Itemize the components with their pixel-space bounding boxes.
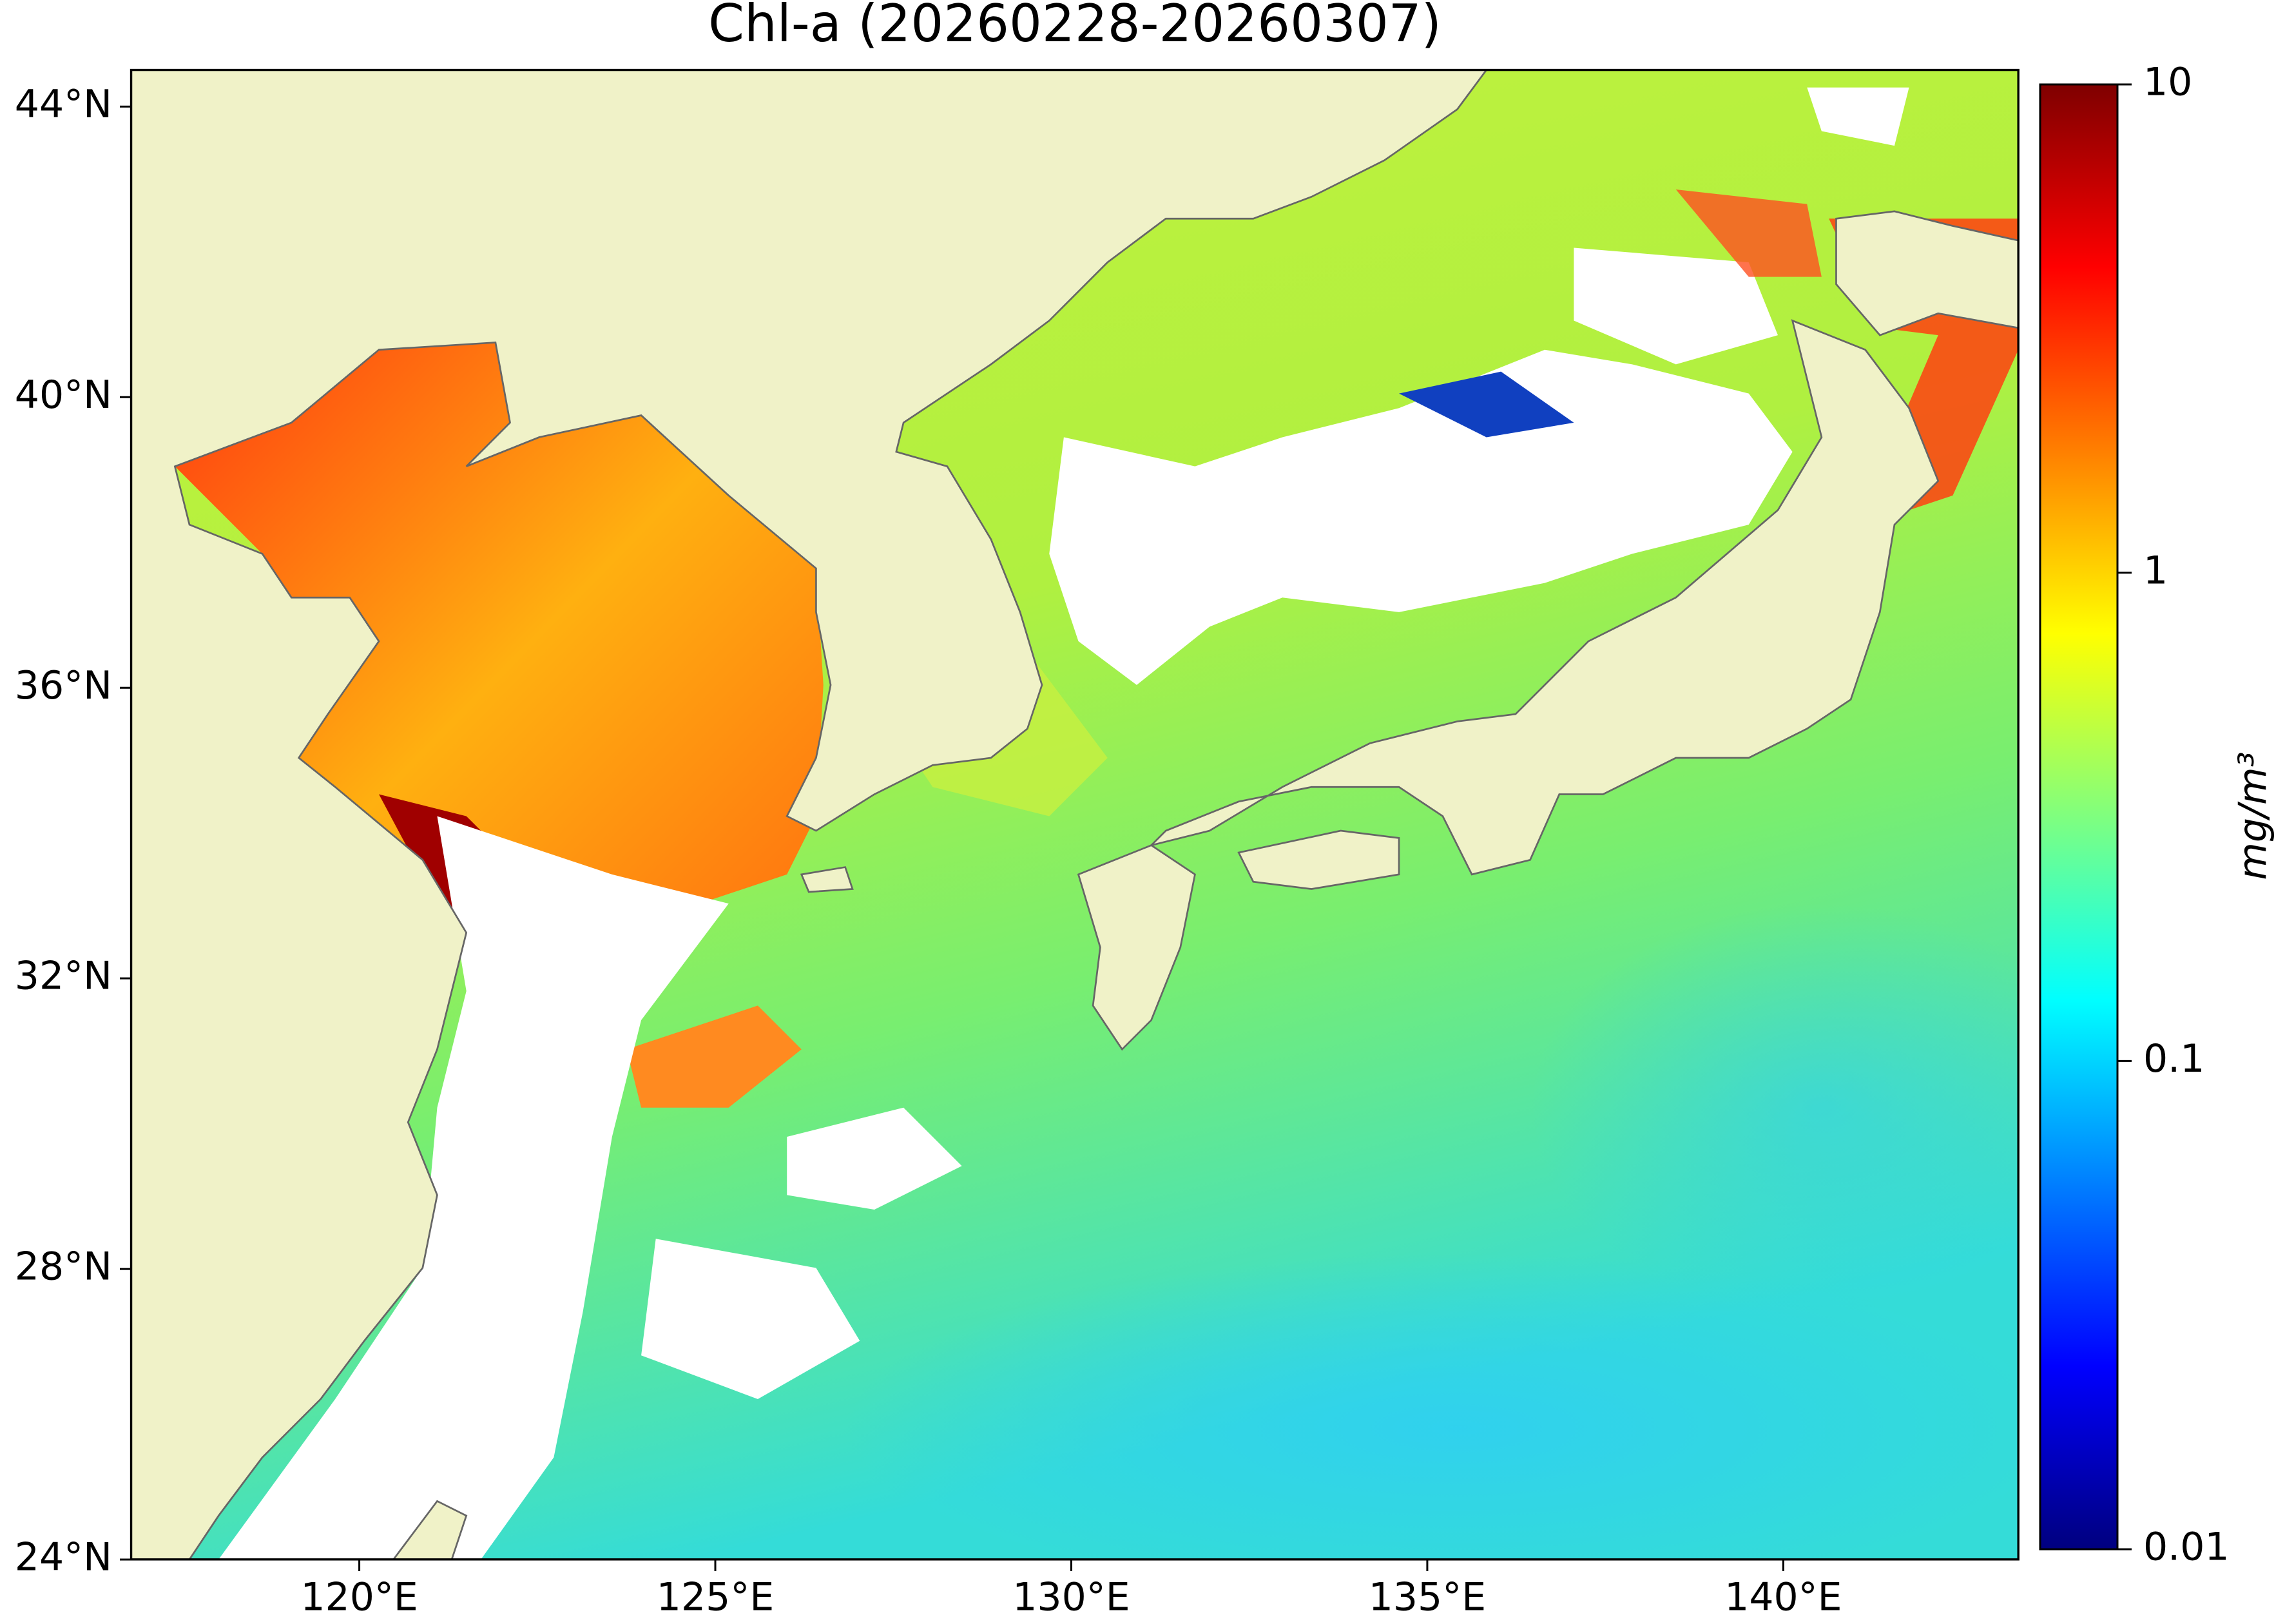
no-data-area [1807, 87, 1909, 146]
low-chl-area [845, 1253, 2019, 1560]
colorbar-tick-label: 0.01 [2143, 1525, 2230, 1570]
shikoku [1237, 829, 1400, 890]
land [131, 70, 2019, 1560]
colorbar-tick-label: 0.1 [2143, 1036, 2204, 1081]
low-chl-area [1399, 371, 1574, 438]
colorbar-tick-label: 10 [2143, 60, 2192, 105]
high-chl-area [626, 1005, 802, 1108]
colorbar-label: mg/m³ [2231, 751, 2276, 880]
colorbar [2039, 83, 2119, 1551]
colorbar-tick-label: 1 [2143, 548, 2168, 593]
y-tick-label: 32°N [15, 954, 112, 999]
hokkaido [1835, 210, 2019, 336]
map-area [130, 68, 2020, 1561]
no-data-area [641, 1239, 860, 1400]
x-tick-label: 125°E [657, 1575, 774, 1620]
x-tick-label: 120°E [300, 1575, 418, 1620]
continent [131, 70, 1488, 1560]
x-tick-label: 130°E [1012, 1575, 1130, 1620]
y-tick-label: 36°N [15, 663, 112, 708]
honshu [1148, 319, 1940, 876]
taiwan [392, 1500, 468, 1560]
no-data-area [218, 816, 729, 1560]
low-chl-area [1530, 904, 2019, 1312]
x-tick-label: 140°E [1724, 1575, 1842, 1620]
y-tick-label: 40°N [15, 372, 112, 418]
jeju [800, 866, 854, 893]
high-chl-area [175, 342, 824, 1006]
y-tick-label: 24°N [15, 1535, 112, 1580]
no-data-area [787, 1107, 962, 1210]
kyushu [1077, 844, 1196, 1051]
high-chl-area [1675, 189, 1822, 277]
map-layers [131, 70, 2019, 1560]
y-tick-label: 28°N [15, 1244, 112, 1290]
x-tick-label: 135°E [1369, 1575, 1486, 1620]
plot-frame [130, 68, 2020, 1561]
y-tick-label: 44°N [15, 82, 112, 127]
map-title: Chl-a (20260228-20260307) [708, 0, 1441, 53]
no-data-area [1049, 349, 1793, 685]
no-data-area [1574, 247, 1779, 365]
